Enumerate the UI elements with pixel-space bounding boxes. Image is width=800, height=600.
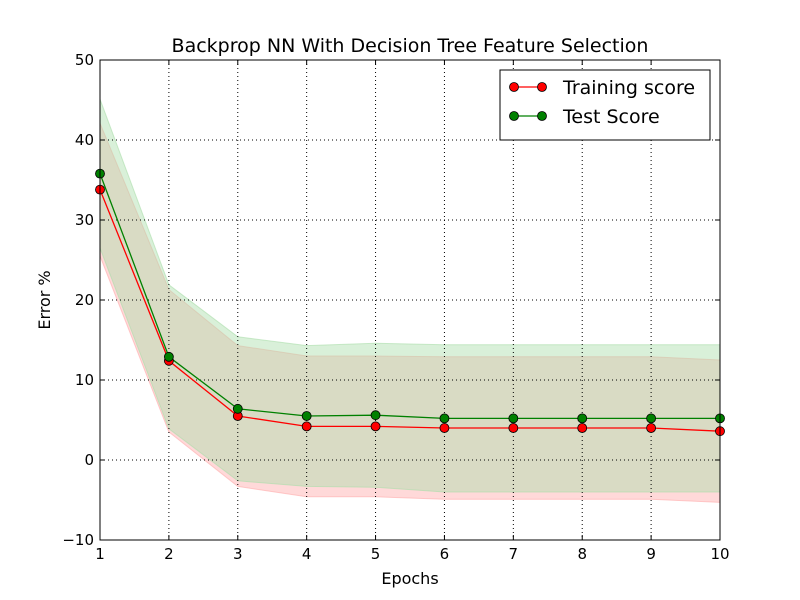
x-tick-label: 1 [95, 545, 105, 563]
y-tick-label: 50 [75, 51, 94, 69]
legend-marker-0 [537, 82, 547, 92]
y-tick-label: 0 [84, 451, 94, 469]
data-point-0 [577, 423, 588, 433]
x-tick-label: 8 [577, 545, 587, 563]
x-tick-label: 5 [371, 545, 381, 563]
x-tick-label: 9 [646, 545, 656, 563]
x-tick-label: 6 [440, 545, 450, 563]
legend-marker-1 [509, 111, 519, 121]
legend-box [499, 69, 711, 141]
x-tick-label: 4 [302, 545, 312, 563]
legend-label-0: Training score [562, 77, 695, 99]
series-line-1 [99, 173, 720, 420]
y-tick-label: 10 [75, 371, 94, 389]
data-point-0 [646, 423, 657, 433]
data-point-0 [370, 421, 381, 432]
data-point-1 [301, 411, 312, 421]
data-point-0 [508, 423, 519, 433]
x-tick-label: 10 [710, 545, 729, 563]
axis-ticks: 1 2 3 4 5 6 7 8 9 10 −10 0 10 20 30 40 50 [62, 51, 729, 563]
data-point-1 [370, 410, 381, 421]
legend: Training score Test Score [499, 69, 711, 141]
legend-label-1: Test Score [562, 106, 660, 128]
data-point-0 [439, 423, 450, 433]
data-point-1 [232, 403, 243, 414]
data-point-1 [577, 413, 588, 424]
y-axis-label: Error % [35, 270, 54, 329]
data-point-0 [301, 421, 312, 432]
x-tick-label: 7 [509, 545, 519, 563]
legend-marker-1 [537, 111, 547, 121]
x-axis-label: Epochs [381, 569, 438, 588]
y-tick-label: 40 [75, 131, 94, 149]
x-tick-label: 2 [164, 545, 174, 563]
x-tick-label: 3 [233, 545, 243, 563]
series-markers [95, 168, 725, 437]
y-tick-label: −10 [62, 531, 94, 549]
data-point-1 [646, 413, 657, 424]
chart-title: Backprop NN With Decision Tree Feature S… [172, 35, 649, 57]
data-point-1 [163, 351, 174, 362]
series-line-0 [99, 189, 721, 432]
series-lines [99, 173, 721, 432]
data-point-1 [439, 413, 450, 424]
data-point-1 [508, 413, 519, 424]
y-tick-label: 20 [75, 291, 94, 309]
legend-marker-0 [509, 82, 519, 92]
y-tick-label: 30 [75, 211, 94, 229]
